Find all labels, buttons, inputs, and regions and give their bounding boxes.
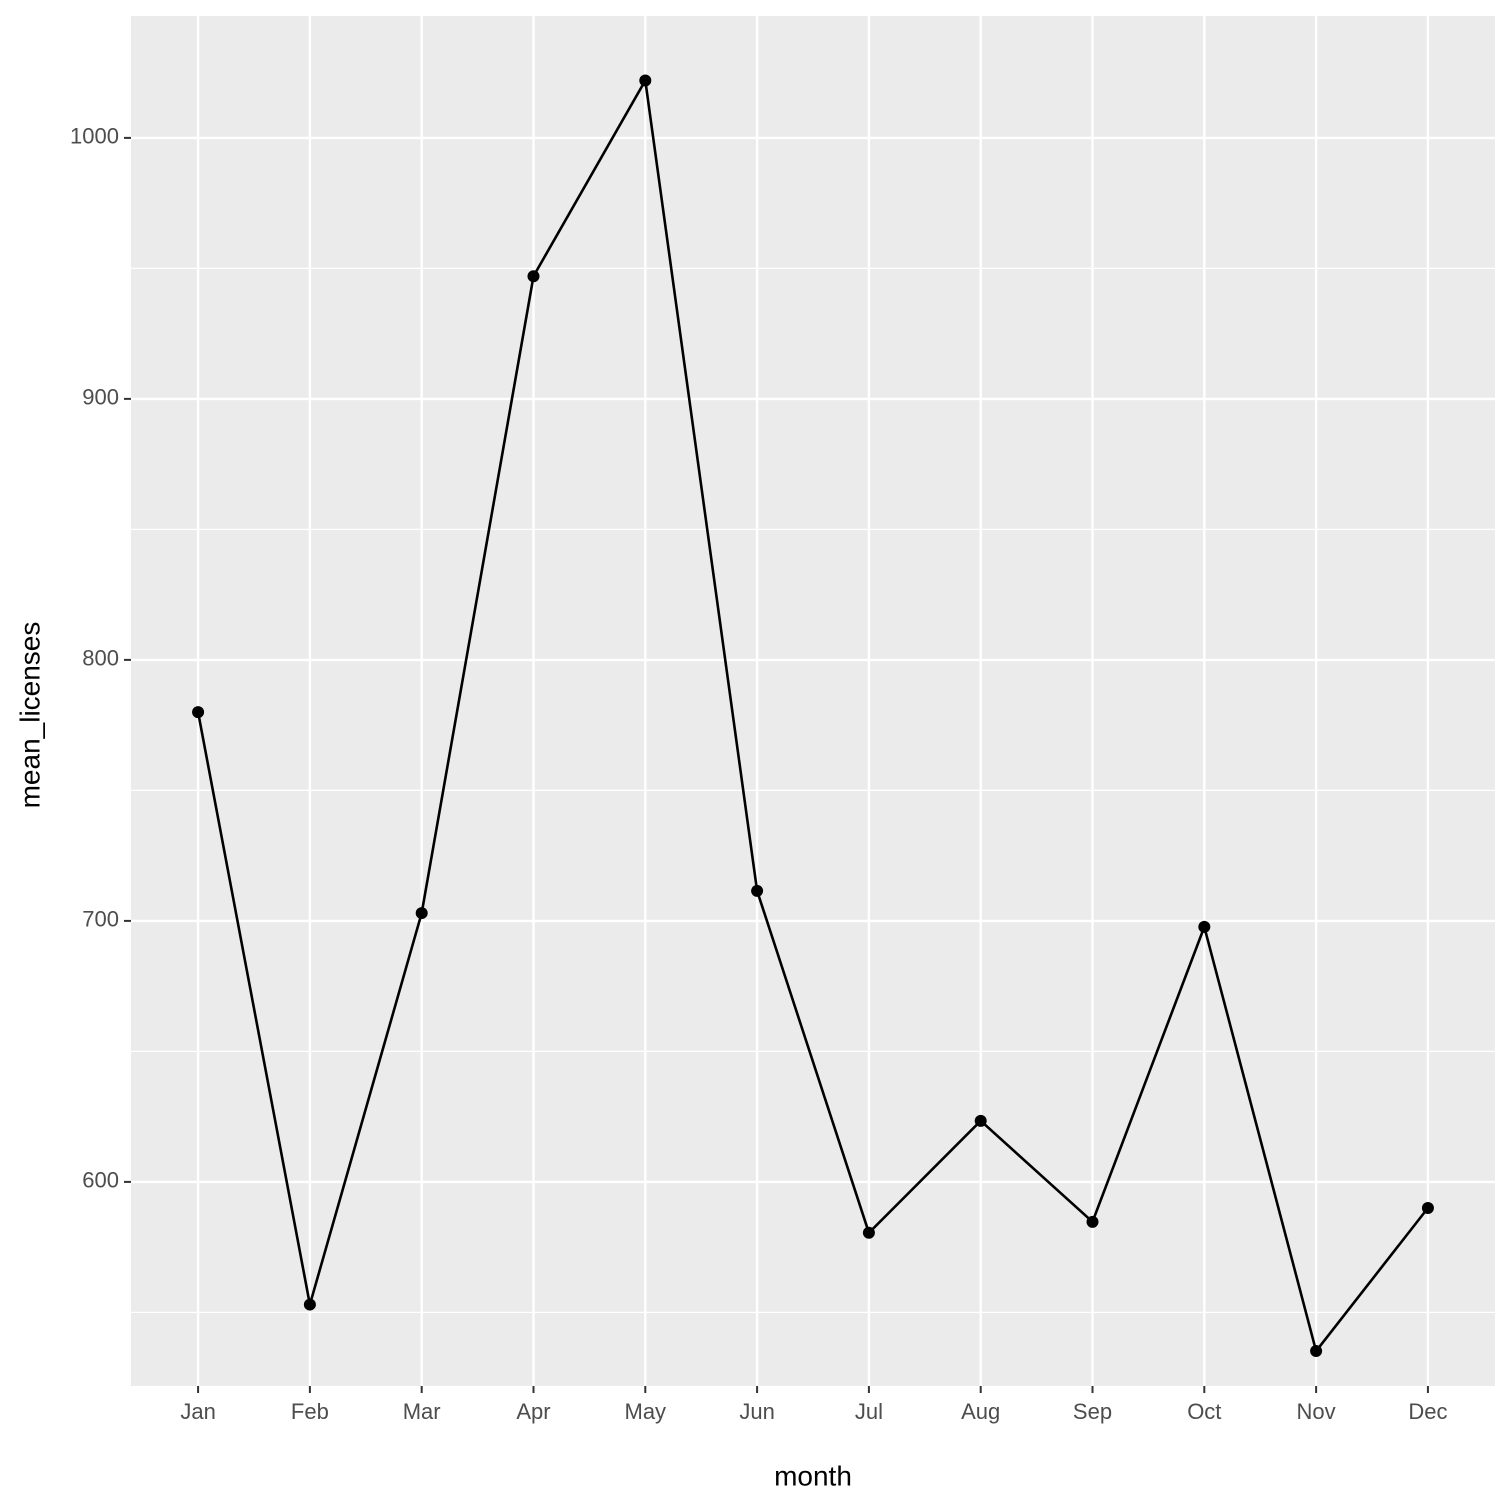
point	[527, 270, 540, 283]
x-axis-title: month	[774, 1460, 852, 1491]
x-tick-label: Oct	[1187, 1399, 1221, 1424]
point	[974, 1114, 987, 1127]
point	[1198, 920, 1211, 933]
point	[1421, 1201, 1434, 1214]
x-tick-label: Jun	[739, 1399, 774, 1424]
y-tick-label: 700	[82, 907, 119, 932]
x-tick-label: May	[625, 1399, 667, 1424]
x-tick-label: Dec	[1408, 1399, 1447, 1424]
panel-background	[131, 16, 1495, 1386]
x-tick-label: Sep	[1073, 1399, 1112, 1424]
point	[415, 907, 428, 920]
point	[1310, 1345, 1323, 1358]
y-axis-title: mean_licenses	[14, 622, 45, 809]
y-tick-label: 600	[82, 1168, 119, 1193]
point	[751, 884, 764, 897]
x-tick-label: Apr	[516, 1399, 550, 1424]
y-tick-label: 1000	[70, 124, 119, 149]
x-tick-label: Jan	[180, 1399, 215, 1424]
x-tick-label: Aug	[961, 1399, 1000, 1424]
x-tick-label: Jul	[855, 1399, 883, 1424]
y-tick-label: 900	[82, 385, 119, 410]
point	[303, 1298, 316, 1311]
line	[196, 79, 1429, 1353]
point	[639, 74, 652, 87]
x-tick-label: Mar	[403, 1399, 441, 1424]
y-tick-label: 800	[82, 646, 119, 671]
point	[192, 706, 205, 719]
point	[1086, 1215, 1099, 1228]
x-tick-label: Feb	[291, 1399, 329, 1424]
point	[862, 1226, 875, 1239]
x-tick-label: Nov	[1297, 1399, 1336, 1424]
